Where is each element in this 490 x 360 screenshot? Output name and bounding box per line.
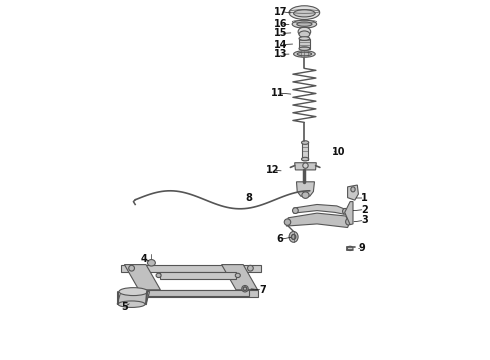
Text: 8: 8 [245,193,252,203]
Ellipse shape [119,288,148,296]
Ellipse shape [301,157,309,161]
Ellipse shape [289,6,319,19]
Ellipse shape [147,260,155,266]
Ellipse shape [284,219,291,225]
Ellipse shape [347,246,353,251]
Polygon shape [296,182,315,196]
Ellipse shape [343,208,347,214]
Text: 3: 3 [361,215,368,225]
Text: 2: 2 [361,204,368,215]
Ellipse shape [299,37,310,40]
Text: 17: 17 [273,6,287,17]
Ellipse shape [242,285,248,292]
Polygon shape [221,265,258,290]
Text: 1: 1 [361,193,368,203]
Polygon shape [160,272,236,279]
Polygon shape [117,292,149,304]
Ellipse shape [351,187,355,192]
Text: 7: 7 [259,285,266,295]
Text: 6: 6 [276,234,283,244]
Text: 15: 15 [273,28,287,39]
Ellipse shape [298,27,311,36]
Polygon shape [294,163,316,170]
Text: 10: 10 [332,147,345,157]
Ellipse shape [294,51,315,57]
Ellipse shape [289,231,298,242]
Ellipse shape [293,208,298,213]
Text: 9: 9 [359,243,366,253]
Ellipse shape [297,22,312,26]
Ellipse shape [129,265,134,271]
Ellipse shape [299,31,310,37]
Text: 5: 5 [121,302,128,312]
Polygon shape [294,204,346,214]
Ellipse shape [301,141,309,144]
Polygon shape [121,265,261,272]
Bar [302,143,308,160]
Ellipse shape [292,20,317,28]
Ellipse shape [292,234,296,239]
Ellipse shape [247,265,253,271]
Polygon shape [347,185,358,200]
Text: 16: 16 [273,19,287,29]
Polygon shape [345,202,353,225]
Ellipse shape [303,163,308,168]
Text: 4: 4 [141,254,147,264]
Ellipse shape [297,52,312,56]
Ellipse shape [345,219,351,225]
Text: 12: 12 [267,165,280,175]
Text: 14: 14 [273,40,287,50]
Polygon shape [286,213,349,228]
Polygon shape [124,265,160,290]
Ellipse shape [302,192,309,198]
Text: 13: 13 [273,49,287,59]
Ellipse shape [243,287,247,291]
Ellipse shape [118,301,145,307]
Polygon shape [148,290,248,296]
Ellipse shape [294,10,315,17]
Bar [299,39,310,49]
Polygon shape [124,290,258,297]
Text: 11: 11 [270,88,284,98]
Ellipse shape [299,47,310,50]
Ellipse shape [156,273,161,278]
Ellipse shape [235,273,240,278]
